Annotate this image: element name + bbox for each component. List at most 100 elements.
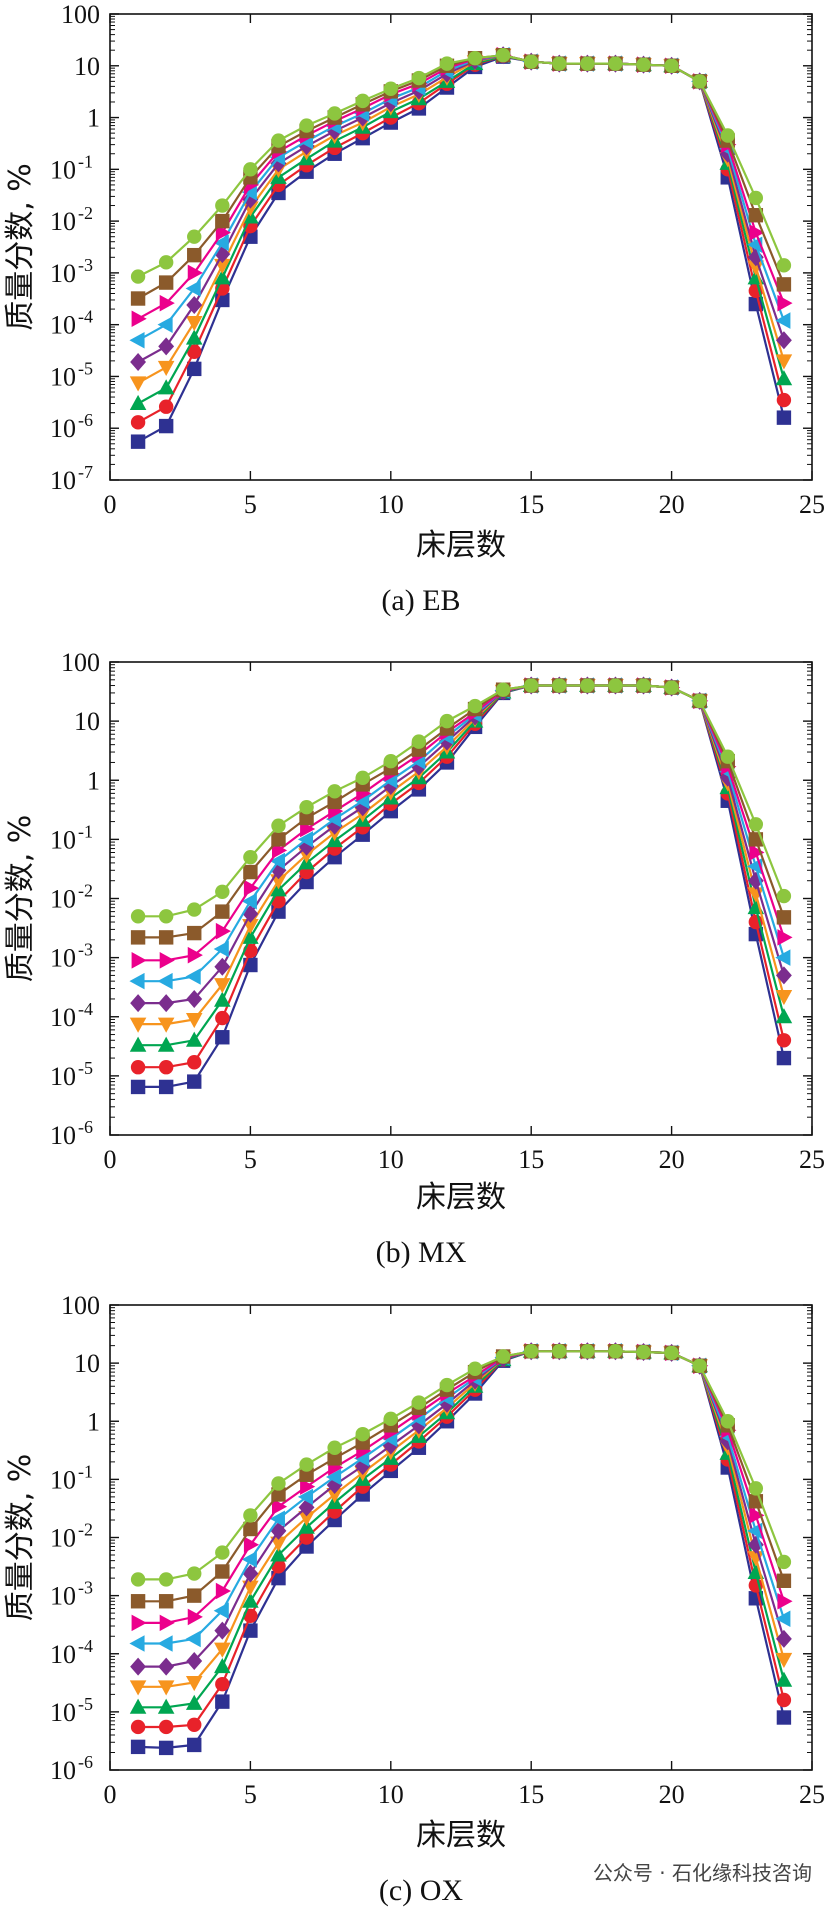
- chart-caption: (a) EB: [381, 584, 460, 617]
- data-point: [243, 879, 260, 897]
- data-point: [187, 344, 202, 359]
- y-tick-label: 10: [50, 1640, 76, 1669]
- y-tick-exponent: -1: [78, 1461, 93, 1481]
- y-tick-exponent: -6: [78, 410, 93, 430]
- y-tick-label: 10: [50, 414, 76, 443]
- y-tick-label: 10: [50, 155, 76, 184]
- data-point: [243, 849, 258, 865]
- data-point: [214, 269, 231, 285]
- data-point: [439, 56, 455, 71]
- data-point: [776, 1554, 792, 1570]
- x-tick-label: 5: [244, 490, 257, 519]
- data-point: [299, 118, 314, 133]
- data-point: [775, 370, 793, 386]
- data-point: [215, 1030, 230, 1045]
- data-point: [215, 904, 230, 919]
- y-tick-base: 1: [87, 104, 100, 133]
- y-tick-exponent: -4: [78, 307, 93, 327]
- data-point: [580, 678, 595, 693]
- data-point: [692, 1358, 707, 1373]
- data-point: [300, 1478, 316, 1495]
- y-tick-label: 1: [87, 1407, 100, 1436]
- data-point: [692, 693, 707, 709]
- data-point: [776, 910, 792, 925]
- data-point: [187, 247, 202, 263]
- data-point: [327, 106, 342, 121]
- y-tick-label: 10: [74, 707, 100, 736]
- data-point: [775, 990, 793, 1006]
- data-point: [159, 952, 175, 969]
- y-tick-exponent: -2: [78, 1520, 93, 1540]
- data-point: [185, 1694, 203, 1710]
- data-point: [776, 258, 792, 273]
- y-tick-base: 10: [50, 1756, 76, 1785]
- y-tick-label: 10: [74, 52, 100, 81]
- y-tick-base: 10: [50, 311, 76, 340]
- data-point: [775, 354, 793, 370]
- series-4: [129, 679, 793, 1033]
- data-point: [439, 713, 455, 729]
- data-point: [130, 434, 146, 449]
- data-point: [747, 260, 765, 276]
- data-point: [552, 678, 567, 693]
- data-point: [383, 81, 398, 96]
- y-tick-base: 100: [61, 1291, 100, 1320]
- data-point: [129, 1680, 147, 1696]
- x-tick-label: 15: [518, 490, 544, 519]
- data-point: [269, 852, 285, 870]
- y-tick-exponent: -4: [78, 1636, 93, 1656]
- y-tick-base: 10: [50, 825, 76, 854]
- data-point: [130, 291, 146, 306]
- data-point: [129, 1017, 147, 1033]
- data-point: [552, 56, 567, 71]
- y-tick-exponent: -2: [78, 203, 93, 223]
- series-5: [130, 1342, 792, 1676]
- y-tick-exponent: -4: [78, 999, 93, 1019]
- data-point: [187, 1608, 203, 1626]
- data-point: [354, 1450, 370, 1467]
- plot-frame: [109, 13, 813, 481]
- data-point: [130, 415, 146, 430]
- y-tick-label: 10: [50, 944, 76, 973]
- data-point: [158, 1740, 174, 1756]
- y-tick-base: 10: [50, 1465, 76, 1494]
- data-point: [130, 269, 146, 284]
- data-point: [327, 784, 342, 799]
- y-tick-base: 10: [74, 707, 100, 736]
- data-point: [775, 949, 791, 966]
- data-point: [187, 1588, 202, 1603]
- data-point: [129, 394, 147, 410]
- y-tick-label: 100: [61, 1291, 100, 1320]
- y-tick-label: 10: [50, 1582, 76, 1611]
- data-point: [749, 844, 765, 861]
- data-point: [186, 1652, 203, 1671]
- data-point: [185, 316, 203, 332]
- y-tick-label: 1: [87, 766, 100, 795]
- data-point: [157, 1635, 173, 1652]
- data-point: [748, 208, 764, 223]
- data-point: [411, 734, 427, 749]
- data-point: [355, 1426, 370, 1442]
- data-point: [214, 957, 231, 976]
- y-tick-base: 10: [50, 1640, 76, 1669]
- watermark-text: 公众号 · 石化缘科技咨询: [593, 1861, 812, 1885]
- data-point: [299, 1457, 314, 1472]
- data-point: [552, 1344, 567, 1359]
- x-tick-label: 10: [378, 1145, 404, 1174]
- data-point: [242, 1580, 259, 1596]
- series-7: [131, 46, 793, 328]
- y-tick-base: 10: [74, 1349, 100, 1378]
- y-tick-label: 100: [61, 0, 100, 29]
- data-point: [636, 57, 651, 72]
- data-point: [158, 1572, 174, 1587]
- data-point: [776, 1050, 792, 1066]
- y-tick-exponent: -3: [78, 255, 93, 275]
- data-point: [130, 1719, 146, 1735]
- y-tick-exponent: -5: [78, 358, 93, 378]
- data-point: [131, 310, 147, 328]
- data-point: [213, 1602, 229, 1619]
- data-point: [158, 1719, 174, 1735]
- data-point: [215, 224, 231, 241]
- data-point: [776, 277, 792, 292]
